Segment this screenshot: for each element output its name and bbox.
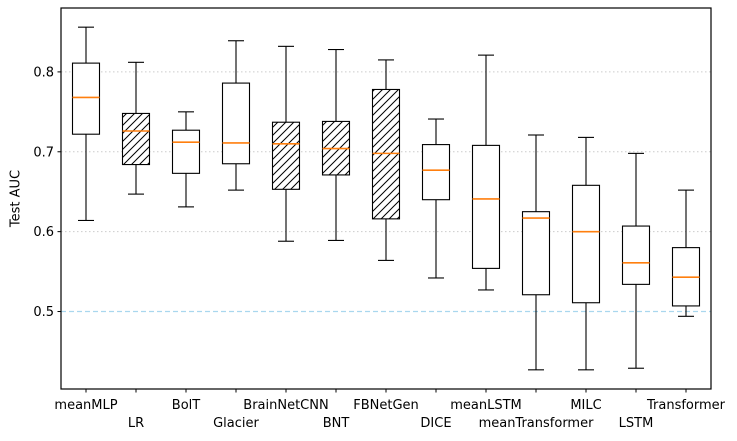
x-category-label: meanLSTM (450, 398, 522, 413)
box-edge (121, 112, 151, 166)
box-BolT (171, 111, 201, 208)
box-edge (221, 82, 251, 165)
box-body (622, 226, 650, 285)
x-category-label: meanTransformer (479, 416, 595, 431)
box-Transformer (671, 189, 701, 317)
box-MILC (571, 136, 601, 371)
box-LSTM (621, 152, 651, 369)
x-category-label: FBNetGen (353, 398, 419, 413)
box-hatch (272, 122, 300, 190)
box-edge (521, 211, 551, 296)
x-category-label: BNT (323, 416, 350, 431)
x-category-label: Glacier (213, 416, 259, 431)
box-FBNetGen (371, 59, 401, 261)
box-edge (571, 184, 601, 304)
box-edge (471, 144, 501, 269)
box-edge (271, 121, 301, 190)
box-BNT (321, 48, 351, 241)
box-meanLSTM (471, 54, 501, 291)
box-meanMLP (71, 26, 101, 222)
x-category-label: LSTM (619, 416, 654, 431)
x-category-label: DICE (420, 416, 451, 431)
box-body (522, 211, 550, 295)
box-body (72, 63, 100, 135)
y-tick-label: 0.8 (33, 65, 54, 80)
box-edge (171, 129, 201, 174)
x-category-label: MILC (570, 398, 601, 413)
box-body (222, 83, 250, 164)
box-body (172, 130, 200, 174)
y-tick-label: 0.6 (33, 225, 54, 240)
box-edge (621, 225, 651, 285)
y-axis-label: Test AUC (8, 169, 24, 228)
box-DICE (421, 118, 451, 279)
box-body (572, 185, 600, 303)
box-LR (121, 61, 151, 195)
x-category-label: BrainNetCNN (243, 398, 328, 413)
x-category-label: LR (128, 416, 144, 431)
x-category-label: Transformer (646, 398, 726, 413)
plot-frame (60, 7, 712, 390)
box-Glacier (221, 40, 251, 191)
box-edge (421, 144, 451, 201)
box-meanTransformer (521, 134, 551, 371)
x-category-label: meanMLP (54, 398, 117, 413)
box-body (422, 144, 450, 200)
y-tick-label: 0.5 (33, 305, 54, 320)
x-category-label: BolT (172, 398, 200, 413)
box-BrainNetCNN (271, 45, 301, 242)
box-hatch (122, 113, 150, 165)
box-body (472, 145, 500, 269)
box-edge (71, 62, 101, 135)
y-tick-label: 0.7 (33, 145, 54, 160)
